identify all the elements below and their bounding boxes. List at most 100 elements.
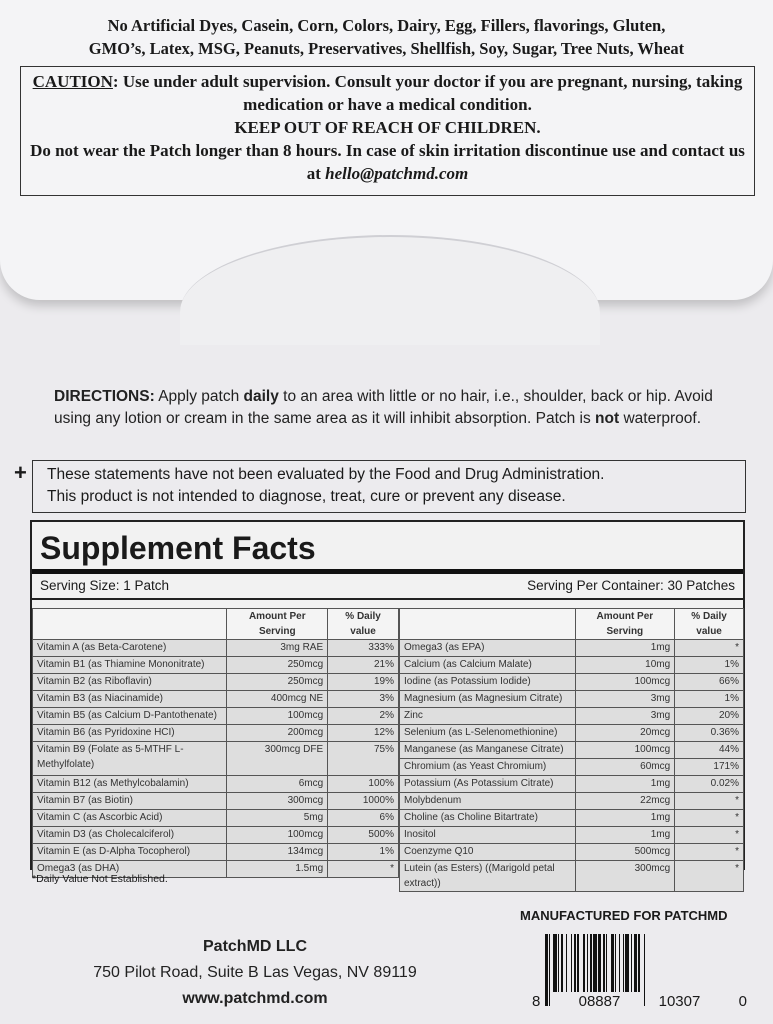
- daily-value-cell: *: [327, 860, 399, 878]
- amount-cell: 60mcg: [574, 758, 676, 776]
- table-row: Coenzyme Q10 500mcg *: [399, 843, 744, 861]
- daily-value-cell: 100%: [327, 775, 399, 793]
- amount-cell: 300mcg: [574, 860, 676, 892]
- table-row: Iodine (as Potassium Iodide) 100mcg 66%: [399, 673, 744, 691]
- nutrient-cell: Molybdenum: [399, 792, 576, 810]
- barcode-bar: [577, 934, 579, 992]
- company-info: PatchMD LLC 750 Pilot Road, Suite B Las …: [60, 934, 450, 1012]
- barcode-bar: [592, 934, 597, 992]
- nutrient-cell: Selenium (as L-Selenomethionine): [399, 724, 576, 742]
- nutrient-cell: Vitamin B6 (as Pyridoxine HCI): [31, 724, 228, 742]
- daily-value-cell: 171%: [674, 758, 744, 776]
- amount-cell: 5mg: [226, 809, 329, 827]
- nutrient-cell: Iodine (as Potassium Iodide): [399, 673, 576, 691]
- disclaimer-line: These statements have not been evaluated…: [47, 466, 605, 483]
- barcode-bar: [634, 934, 638, 992]
- barcode-bar: [582, 934, 586, 992]
- table-row: Molybdenum 22mcg *: [399, 792, 744, 810]
- nutrient-cell: Vitamin B1 (as Thiamine Mononitrate): [31, 656, 228, 674]
- nutrient-cell: Lutein (as Esters) ((Marigold petal extr…: [399, 860, 576, 892]
- daily-value-cell: 0.02%: [674, 775, 744, 793]
- barcode-digit: 10307: [658, 993, 701, 1010]
- amount-cell: 500mcg: [574, 843, 676, 861]
- table-row: Omega3 (as EPA) 1mg *: [399, 639, 744, 657]
- disclaimer-line: This product is not intended to diagnose…: [47, 488, 566, 505]
- barcode-bar: [545, 934, 548, 1006]
- nutrient-cell: Vitamin B3 (as Niacinamide): [31, 690, 228, 708]
- barcode: [545, 934, 740, 1006]
- barcode-bar: [622, 934, 625, 992]
- nutrient-cell: Omega3 (as EPA): [399, 639, 576, 657]
- amount-cell: 100mcg: [226, 826, 329, 844]
- servings-per-container: Serving Per Container: 30 Patches: [527, 578, 735, 593]
- amount-cell: 1mg: [574, 639, 676, 657]
- daily-value-cell: *: [674, 826, 744, 844]
- table-row: Choline (as Choline Bitartrate) 1mg *: [399, 809, 744, 827]
- column-header: % Daily value: [327, 608, 399, 640]
- table-row: Vitamin B5 (as Calcium D-Pantothenate) 10…: [31, 707, 399, 725]
- allergens-line: No Artificial Dyes, Casein, Corn, Colors…: [107, 16, 666, 35]
- table-row: Vitamin B6 (as Pyridoxine HCI) 200mcg 12%: [31, 724, 399, 742]
- daily-value-cell: 1%: [674, 656, 744, 674]
- amount-cell: 3mg: [574, 707, 676, 725]
- header-row: Amount Per Serving% Daily value: [31, 608, 399, 640]
- table-row: Vitamin B2 (as Riboflavin) 250mcg 19%: [31, 673, 399, 691]
- package-flap: No Artificial Dyes, Casein, Corn, Colors…: [0, 0, 773, 300]
- daily-value-cell: 0.36%: [674, 724, 744, 742]
- nutrient-cell: Vitamin B2 (as Riboflavin): [31, 673, 228, 691]
- supplement-facts-panel: Supplement Facts Serving Size: 1 Patch S…: [30, 520, 745, 892]
- nutrient-cell: Vitamin D3 (as Cholecalciferol): [31, 826, 228, 844]
- table-row: Vitamin A (as Beta-Carotene) 3mg RAE 333%: [31, 639, 399, 657]
- directions-emphasis: daily: [243, 388, 279, 405]
- amount-cell: 250mcg: [226, 656, 329, 674]
- column-header: [31, 608, 228, 640]
- table-row: Omega3 (as DHA) 1.5mg *: [31, 860, 399, 878]
- barcode-digit: 8: [532, 993, 541, 1010]
- column-header: Amount Per Serving: [574, 608, 676, 640]
- nutrient-cell: Zinc: [399, 707, 576, 725]
- table-row: Lutein (as Esters) ((Marigold petal extr…: [399, 860, 744, 892]
- keep-out-warning: KEEP OUT OF REACH OF CHILDREN.: [234, 118, 541, 137]
- nutrient-cell: Coenzyme Q10: [399, 843, 576, 861]
- daily-value-cell: 1%: [674, 690, 744, 708]
- barcode-bar: [603, 934, 605, 992]
- barcode-bar: [570, 934, 573, 992]
- company-name: PatchMD LLC: [203, 938, 307, 955]
- barcode-bar: [615, 934, 617, 992]
- fda-disclaimer: These statements have not been evaluated…: [32, 460, 746, 513]
- daily-value-cell: 1%: [327, 843, 399, 861]
- daily-value-cell: *: [674, 809, 744, 827]
- directions-text: to an area with little or no hair, i.e.,…: [54, 388, 713, 427]
- daily-value-note: *Daily Value Not Established.: [32, 873, 168, 885]
- daily-value-cell: 66%: [674, 673, 744, 691]
- barcode-bar: [611, 934, 614, 992]
- directions-text: waterproof.: [619, 410, 702, 427]
- nutrient-cell: Calcium (as Calcium Malate): [399, 656, 576, 674]
- amount-cell: 1mg: [574, 826, 676, 844]
- daily-value-cell: *: [674, 860, 744, 892]
- daily-value-cell: 333%: [327, 639, 399, 657]
- facts-table-left: Amount Per Serving% Daily value Vitamin A…: [31, 608, 399, 878]
- nutrient-cell: Inositol: [399, 826, 576, 844]
- barcode-bar: [586, 934, 588, 992]
- table-row: Chromium (as Yeast Chromium) 60mcg 171%: [399, 758, 744, 776]
- daily-value-cell: 75%: [327, 741, 399, 776]
- table-row: Magnesium (as Magnesium Citrate) 3mg 1%: [399, 690, 744, 708]
- header-row: Amount Per Serving% Daily value: [399, 608, 744, 640]
- nutrient-cell: Omega3 (as DHA): [31, 860, 228, 878]
- amount-cell: 400mcg NE: [226, 690, 329, 708]
- barcode-bar: [598, 934, 601, 992]
- nutrient-cell: Chromium (as Yeast Chromium): [399, 758, 576, 776]
- daily-value-cell: 20%: [674, 707, 744, 725]
- table-row: Calcium (as Calcium Malate) 10mg 1%: [399, 656, 744, 674]
- barcode-digit: 0: [738, 993, 747, 1010]
- amount-cell: 300mcg DFE: [226, 741, 329, 776]
- barcode-bar: [630, 934, 632, 992]
- caution-label: CAUTION: [32, 72, 113, 91]
- nutrient-cell: Vitamin B12 (as Methylcobalamin): [31, 775, 228, 793]
- barcode-bar: [560, 934, 564, 992]
- plus-icon: +: [14, 460, 27, 485]
- amount-cell: 1.5mg: [226, 860, 329, 878]
- table-row: Vitamin B1 (as Thiamine Mononitrate) 250m…: [31, 656, 399, 674]
- daily-value-cell: 12%: [327, 724, 399, 742]
